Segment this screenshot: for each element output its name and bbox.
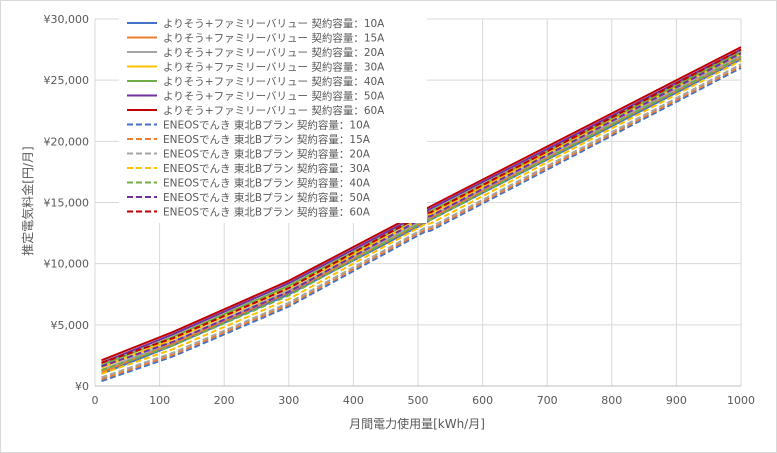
legend-label: ENEOSでんき 東北Bプラン 契約容量：60A xyxy=(163,206,371,219)
x-tick-label: 600 xyxy=(472,394,493,407)
x-tick-label: 1000 xyxy=(727,394,755,407)
x-tick-label: 200 xyxy=(214,394,235,407)
legend-label: よりそう+ファミリーバリュー 契約容量：10A xyxy=(163,17,385,30)
legend-label: ENEOSでんき 東北Bプラン 契約容量：50A xyxy=(163,191,371,204)
series-line xyxy=(101,52,742,368)
series-line xyxy=(101,59,742,375)
series-line xyxy=(101,52,742,369)
x-tick-label: 300 xyxy=(278,394,299,407)
y-tick-label: ¥30,000 xyxy=(44,13,90,26)
x-tick-label: 400 xyxy=(343,394,364,407)
series-line xyxy=(101,58,742,375)
legend-label: よりそう+ファミリーバリュー 契約容量：60A xyxy=(163,104,385,117)
legend-label: よりそう+ファミリーバリュー 契約容量：20A xyxy=(163,46,385,59)
series-line xyxy=(101,63,742,379)
y-tick-label: ¥10,000 xyxy=(44,258,90,271)
legend-label: ENEOSでんき 東北Bプラン 契約容量：10A xyxy=(163,119,371,132)
series-line xyxy=(101,56,742,373)
y-tick-label: ¥15,000 xyxy=(44,197,90,210)
legend-label: よりそう+ファミリーバリュー 契約容量：40A xyxy=(163,75,385,88)
series-line xyxy=(101,67,742,383)
y-tick-label: ¥25,000 xyxy=(44,74,90,87)
series-line xyxy=(101,54,742,372)
x-tick-label: 0 xyxy=(92,394,99,407)
series-lines xyxy=(101,46,742,383)
series-line xyxy=(101,65,742,381)
y-tick-label: ¥5,000 xyxy=(51,319,90,332)
series-line xyxy=(101,56,742,372)
series-line xyxy=(101,48,742,364)
x-tick-label: 800 xyxy=(601,394,622,407)
series-line xyxy=(101,46,742,362)
series-line xyxy=(101,48,742,364)
axes: ¥0 ¥5,000 ¥10,000 ¥15,000 ¥20,000 ¥25,000 ¥30,… xyxy=(44,13,756,407)
legend-label: ENEOSでんき 東北Bプラン 契約容量：30A xyxy=(163,162,371,175)
legend-label: ENEOSでんき 東北Bプラン 契約容量：15A xyxy=(163,133,371,146)
x-tick-label: 700 xyxy=(537,394,558,407)
y-tick-label: ¥0 xyxy=(75,380,89,393)
x-tick-label: 500 xyxy=(408,394,429,407)
legend-label: よりそう+ファミリーバリュー 契約容量：30A xyxy=(163,61,385,74)
legend-label: よりそう+ファミリーバリュー 契約容量：50A xyxy=(163,90,385,103)
y-tick-label: ¥20,000 xyxy=(44,135,90,148)
legend-label: ENEOSでんき 東北Bプラン 契約容量：20A xyxy=(163,148,371,161)
y-axis-title: 推定電気料金[円/月] xyxy=(20,146,35,255)
legend-label: よりそう+ファミリーバリュー 契約容量：15A xyxy=(163,32,385,45)
x-tick-label: 900 xyxy=(666,394,687,407)
x-tick-label: 100 xyxy=(149,394,170,407)
x-axis-title: 月間電力使用量[kWh/月] xyxy=(349,416,485,431)
legend-background xyxy=(119,15,427,223)
legend: よりそう+ファミリーバリュー 契約容量：10A よりそう+ファミリーバリュー 契約… xyxy=(119,15,427,223)
legend-label: ENEOSでんき 東北Bプラン 契約容量：40A xyxy=(163,177,371,190)
